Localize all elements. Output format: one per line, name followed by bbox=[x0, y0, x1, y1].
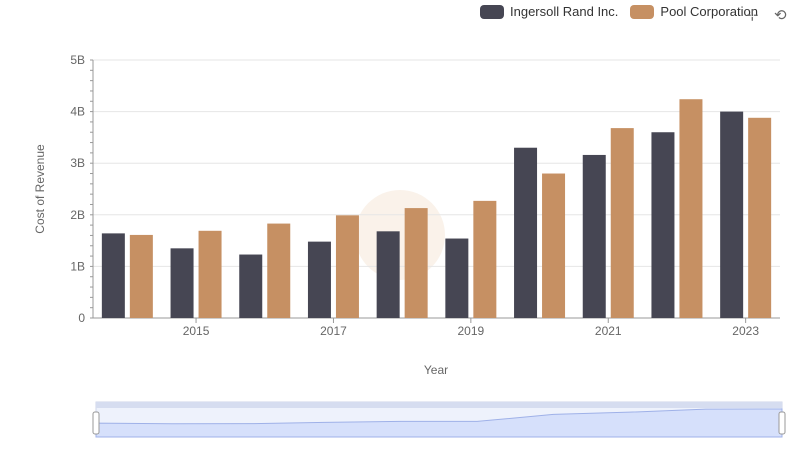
y-tick-label: 3B bbox=[70, 156, 85, 170]
y-tick-label: 5B bbox=[70, 53, 85, 67]
reset-zoom-icon[interactable]: ⟲ bbox=[774, 7, 787, 24]
legend-swatch-pool bbox=[630, 4, 655, 19]
legend: Ingersoll Rand Inc. Pool Corporation bbox=[480, 4, 770, 19]
range-slider-handle-bar[interactable] bbox=[96, 402, 782, 408]
bar-pool-2015[interactable] bbox=[198, 230, 222, 318]
x-tick-label: 2017 bbox=[320, 324, 347, 338]
bar-pool-2018[interactable] bbox=[404, 208, 428, 318]
bar-pool-2019[interactable] bbox=[473, 200, 497, 318]
legend-item-ingersoll[interactable]: Ingersoll Rand Inc. bbox=[480, 4, 618, 19]
x-tick-label: 2023 bbox=[732, 324, 759, 338]
bar-ingersoll-2019[interactable] bbox=[445, 238, 469, 318]
bar-ingersoll-2022[interactable] bbox=[651, 132, 675, 318]
bar-ingersoll-2016[interactable] bbox=[239, 254, 263, 318]
bar-pool-2017[interactable] bbox=[335, 215, 359, 318]
bar-ingersoll-2015[interactable] bbox=[170, 248, 194, 318]
zoom-icon[interactable]: ⊹ bbox=[746, 7, 759, 24]
x-tick-label: 2019 bbox=[457, 324, 484, 338]
bar-pool-2020[interactable] bbox=[542, 173, 566, 318]
y-axis-title: Cost of Revenue bbox=[33, 144, 47, 234]
range-slider-left-handle[interactable] bbox=[92, 411, 100, 435]
y-tick-label: 1B bbox=[70, 259, 85, 273]
bar-pool-2021[interactable] bbox=[610, 128, 634, 318]
range-slider-preview bbox=[95, 408, 783, 438]
x-tick-label: 2021 bbox=[595, 324, 622, 338]
bar-pool-2016[interactable] bbox=[267, 223, 291, 318]
bar-ingersoll-2021[interactable] bbox=[582, 154, 606, 318]
bar-pool-2014[interactable] bbox=[129, 234, 153, 318]
bar-ingersoll-2017[interactable] bbox=[307, 241, 331, 318]
x-axis-title: Year bbox=[424, 363, 448, 377]
bar-ingersoll-2020[interactable] bbox=[514, 147, 538, 318]
bar-ingersoll-2023[interactable] bbox=[720, 111, 744, 318]
y-tick-label: 4B bbox=[70, 105, 85, 119]
legend-label-pool: Pool Corporation bbox=[660, 4, 758, 19]
legend-label-ingersoll: Ingersoll Rand Inc. bbox=[510, 4, 619, 19]
range-slider-right-handle[interactable] bbox=[778, 411, 786, 435]
bar-ingersoll-2014[interactable] bbox=[101, 233, 125, 318]
y-tick-label: 2B bbox=[70, 208, 85, 222]
x-tick-label: 2015 bbox=[183, 324, 210, 338]
y-tick-label: 0 bbox=[78, 311, 85, 325]
bar-ingersoll-2018[interactable] bbox=[376, 231, 400, 318]
bar-pool-2023[interactable] bbox=[748, 117, 772, 319]
legend-swatch-ingersoll bbox=[480, 4, 504, 19]
bar-pool-2022[interactable] bbox=[679, 99, 703, 318]
legend-item-pool[interactable]: Pool Corporation bbox=[630, 4, 758, 19]
